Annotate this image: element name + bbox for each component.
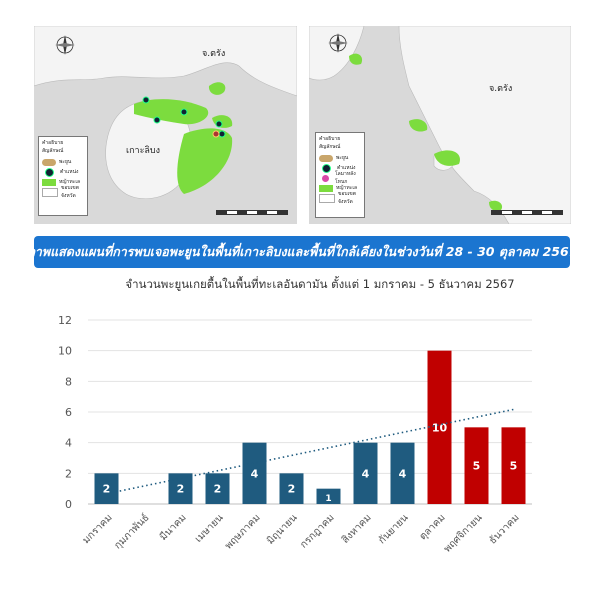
y-tick-label: 10 bbox=[58, 345, 72, 358]
legend-item: พะยูน bbox=[59, 159, 72, 165]
legend-item: ขอบเขตจังหวัด bbox=[61, 185, 79, 199]
legend-title: คำอธิบายสัญลักษณ์ bbox=[42, 140, 64, 154]
seagrass-patch bbox=[409, 119, 428, 132]
west-land-shape bbox=[309, 26, 365, 81]
x-tick-label: สิงหาคม bbox=[340, 512, 374, 546]
seagrass-swatch-icon bbox=[42, 178, 56, 186]
x-tick-label: ธันวาคม bbox=[487, 512, 521, 546]
dolphin-icon bbox=[322, 174, 329, 182]
legend-item: โลมาหลังโหนก bbox=[335, 171, 356, 185]
y-tick-label: 12 bbox=[58, 314, 72, 327]
data-label: 4 bbox=[362, 467, 370, 480]
bar bbox=[464, 427, 489, 504]
map-right: จ.ตรัง คำอธิบายสัญลักษณ์ พะยูน ตำแหน่ง โ… bbox=[309, 26, 571, 224]
bar bbox=[390, 442, 415, 504]
map-right-graphic bbox=[309, 26, 571, 224]
y-tick-label: 8 bbox=[65, 375, 72, 388]
bar bbox=[501, 427, 526, 504]
x-tick-label: กุมภาพันธ์ bbox=[112, 512, 152, 552]
legend-item: หญ้าทะเล bbox=[336, 185, 358, 191]
bar bbox=[205, 473, 230, 504]
x-tick-label: มกราคม bbox=[81, 512, 115, 546]
map-right-legend: คำอธิบายสัญลักษณ์ พะยูน ตำแหน่ง โลมาหลัง… bbox=[315, 132, 365, 218]
seagrass-swatch-icon bbox=[319, 184, 333, 192]
bar bbox=[242, 442, 267, 504]
legend-item: ตำแหน่ง bbox=[337, 165, 356, 171]
boundary-swatch-icon bbox=[42, 187, 58, 197]
bar bbox=[316, 488, 341, 504]
data-label: 10 bbox=[432, 421, 448, 434]
x-tick-label: เมษายน bbox=[193, 512, 226, 545]
seagrass-east bbox=[177, 128, 233, 194]
y-tick-label: 6 bbox=[65, 406, 72, 419]
seagrass-patch bbox=[434, 150, 460, 166]
x-tick-label: พฤศจิกายน bbox=[442, 512, 485, 555]
dugong-position-marker bbox=[180, 108, 188, 116]
legend-item: ขอบเขตจังหวัด bbox=[338, 191, 356, 205]
x-tick-label: กรกฎาคม bbox=[298, 512, 336, 550]
dugong-position-marker bbox=[153, 116, 161, 124]
bar bbox=[279, 473, 304, 504]
data-label: 2 bbox=[103, 483, 111, 496]
dugong-position-marker bbox=[215, 120, 223, 128]
data-label: 5 bbox=[473, 460, 481, 473]
dugong-icon bbox=[319, 154, 333, 162]
legend-title: คำอธิบายสัญลักษณ์ bbox=[319, 136, 341, 150]
mainland-shape bbox=[34, 26, 297, 97]
bar bbox=[353, 442, 378, 504]
chart-title: จำนวนพะยูนเกยตื้นในพื้นที่ทะเลอันดามัน ต… bbox=[125, 277, 515, 291]
legend-item: ตำแหน่ง bbox=[60, 169, 79, 175]
x-tick-label: กันยายน bbox=[377, 512, 411, 546]
dugong-position-marker bbox=[142, 96, 150, 104]
scale-bar bbox=[491, 210, 563, 215]
compass-icon bbox=[327, 32, 349, 54]
scale-bar bbox=[216, 210, 288, 215]
data-label: 4 bbox=[251, 467, 259, 480]
dugong-position-marker bbox=[212, 130, 220, 138]
legend-item: พะยูน bbox=[336, 155, 349, 161]
seagrass-ne bbox=[212, 115, 233, 128]
seagrass-north bbox=[134, 99, 209, 125]
trendline bbox=[106, 408, 514, 495]
bar bbox=[168, 473, 193, 504]
x-tick-label: มีนาคม bbox=[157, 512, 188, 543]
map-left-island-label: เกาะลิบง bbox=[126, 146, 161, 156]
position-icon bbox=[322, 163, 331, 173]
data-label: 1 bbox=[325, 494, 331, 504]
dugong-position-marker bbox=[218, 130, 226, 138]
data-label: 2 bbox=[214, 483, 222, 496]
boundary-swatch-icon bbox=[319, 193, 335, 203]
map-left-province-label: จ.ตรัง bbox=[202, 49, 226, 59]
data-label: 5 bbox=[510, 460, 518, 473]
dugong-icon bbox=[42, 158, 56, 166]
data-label: 2 bbox=[288, 483, 296, 496]
bar bbox=[427, 350, 452, 504]
map-left-graphic bbox=[34, 26, 297, 200]
seagrass-patch bbox=[349, 53, 363, 65]
seagrass-north-islet bbox=[208, 82, 226, 95]
position-icon bbox=[45, 167, 54, 177]
map-right-province-label: จ.ตรัง bbox=[489, 84, 513, 94]
bar-chart: 0246810122มกราคมกุมภาพันธ์2มีนาคม2เมษายน… bbox=[58, 314, 532, 555]
data-label: 4 bbox=[399, 467, 407, 480]
y-tick-label: 2 bbox=[65, 467, 72, 480]
y-tick-label: 4 bbox=[65, 437, 72, 450]
data-label: 2 bbox=[177, 483, 185, 496]
x-tick-label: ตุลาคม bbox=[418, 512, 448, 542]
seagrass-patch bbox=[489, 200, 503, 211]
legend-item: หญ้าทะเล bbox=[59, 179, 81, 185]
map-left-legend: คำอธิบายสัญลักษณ์ พะยูน ตำแหน่ง หญ้าทะเล… bbox=[38, 136, 88, 216]
map-caption-banner: ภาพแสดงแผนที่การพบเจอพะยูนในพื้นที่เกาะล… bbox=[27, 236, 577, 268]
map-left: จ.ตรัง เกาะลิบง คำอธิบายสัญลักษณ์ พะยูน … bbox=[34, 26, 297, 224]
compass-icon bbox=[54, 34, 76, 56]
x-tick-label: มิถุนายน bbox=[265, 512, 300, 547]
bar bbox=[94, 473, 119, 504]
y-tick-label: 0 bbox=[65, 498, 72, 511]
x-tick-label: พฤษภาคม bbox=[223, 512, 262, 551]
